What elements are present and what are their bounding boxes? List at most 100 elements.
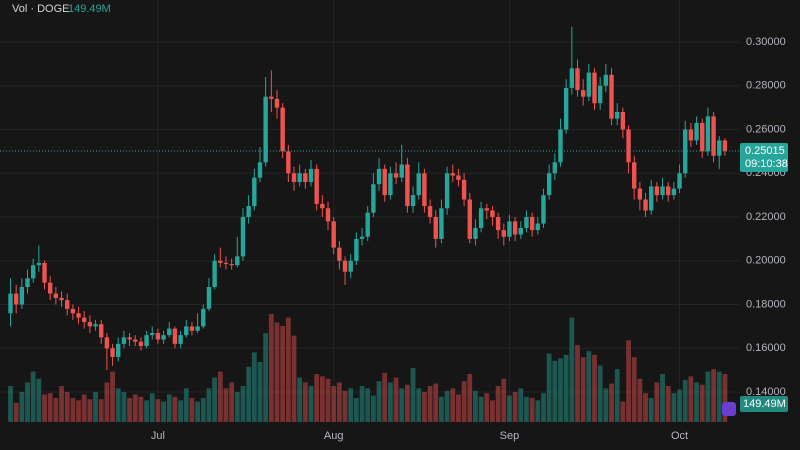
y-tick-label: 0.30000 — [746, 36, 786, 48]
volume-bar — [722, 374, 728, 422]
candle-body — [683, 129, 688, 174]
candle-body — [303, 173, 308, 183]
candle-body — [637, 188, 643, 200]
candle-body — [280, 107, 285, 152]
candle-body — [444, 173, 450, 209]
volume-bar — [285, 317, 291, 422]
candle-body — [603, 74, 609, 86]
volume-bar — [586, 351, 592, 422]
volume-bar — [461, 381, 467, 422]
candle-body — [269, 96, 274, 99]
y-tick-label: 0.20000 — [746, 255, 786, 267]
volume-bar — [251, 352, 257, 422]
volume-bar — [688, 376, 694, 422]
candle-body — [8, 293, 13, 314]
axes: 0.140000.160000.180000.200000.220000.240… — [0, 36, 788, 442]
candle-body — [371, 184, 376, 213]
y-tick-label: 0.14000 — [746, 386, 786, 398]
volume-bar — [161, 401, 166, 422]
volume-bar — [501, 378, 507, 422]
candle-body — [654, 186, 660, 196]
volume-bar — [342, 390, 348, 422]
volume-bar — [370, 395, 376, 422]
candle-body — [541, 195, 546, 224]
candle-body — [671, 188, 677, 196]
candle-body — [229, 264, 234, 266]
candle-body — [291, 173, 297, 183]
volume-bar — [705, 371, 711, 422]
volume-bar — [302, 382, 308, 422]
volume-bar — [592, 354, 597, 422]
volume-bar — [144, 400, 149, 422]
volume-bar — [433, 383, 439, 422]
candle-body — [150, 332, 155, 336]
candle-body — [620, 112, 626, 130]
candle-body — [393, 173, 399, 178]
volume-bar — [512, 392, 518, 422]
volume-bar — [87, 399, 93, 422]
volume-bar — [314, 374, 320, 422]
volume-bar — [558, 358, 563, 422]
candle-body — [127, 337, 132, 340]
y-tick-label: 0.22000 — [746, 211, 786, 223]
candle-body — [433, 217, 438, 239]
candle-body — [178, 335, 183, 344]
candle-body — [342, 260, 348, 272]
volume-bar — [376, 381, 382, 422]
candle-body — [717, 140, 722, 156]
volume-bar — [422, 392, 427, 422]
volume-bar — [223, 388, 229, 422]
candle-body — [246, 206, 251, 218]
candle-body — [354, 238, 359, 261]
volume-bar — [399, 388, 405, 422]
indicator-icon[interactable] — [722, 402, 736, 416]
volume-bar — [410, 368, 416, 422]
volume-bar — [473, 390, 478, 422]
candle-body — [410, 195, 416, 207]
candle-body — [65, 300, 70, 309]
candle-body — [552, 162, 558, 174]
volume-bar — [336, 382, 342, 422]
volume-bar — [291, 335, 297, 422]
y-tick-label: 0.28000 — [746, 80, 786, 92]
candle-body — [297, 173, 302, 183]
candle-body — [172, 328, 178, 344]
volume-bar — [495, 386, 501, 422]
candle-body — [484, 208, 489, 211]
volume-bar — [59, 386, 64, 422]
candle-body — [104, 337, 110, 349]
volume-bar — [93, 392, 98, 422]
volume-bar — [643, 393, 648, 422]
candle-body — [337, 247, 342, 261]
volume-bar — [212, 377, 218, 422]
candle-body — [575, 68, 580, 91]
candle-body — [87, 322, 93, 327]
candle-body — [252, 177, 257, 207]
volume-bar — [546, 353, 552, 422]
candle-body — [694, 122, 699, 141]
candle-body — [195, 326, 200, 331]
candle-body — [535, 223, 541, 231]
volume-bar — [660, 374, 665, 422]
volume-bar — [42, 394, 47, 422]
candle-body — [25, 278, 30, 288]
volume-bar — [552, 360, 558, 422]
candle-body — [722, 140, 728, 152]
candle-body — [473, 227, 478, 239]
volume-bar — [104, 382, 110, 422]
candle-body — [121, 337, 127, 344]
volume-bar — [382, 372, 388, 422]
volume-bar — [427, 386, 433, 422]
volume-bar — [524, 396, 529, 422]
candle-body — [501, 230, 506, 237]
candle-body — [711, 116, 716, 156]
volume-bar — [671, 393, 677, 422]
candle-body — [563, 87, 569, 130]
candle-body — [524, 217, 529, 228]
candle-body — [365, 212, 370, 237]
candle-body — [59, 297, 64, 301]
volume-bar — [665, 386, 671, 422]
volume-bar — [626, 340, 631, 422]
